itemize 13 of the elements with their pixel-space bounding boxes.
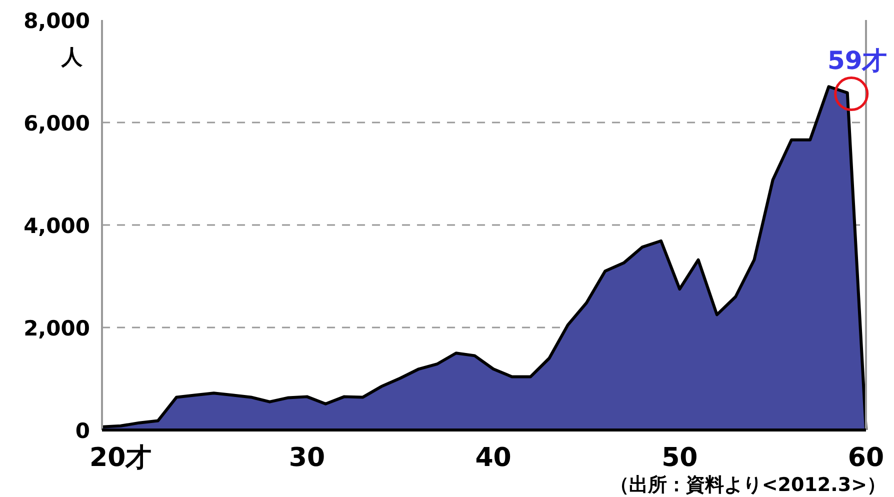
y-tick-label: 6,000 xyxy=(24,112,90,136)
text: （出所：資料より<2012.3>） xyxy=(610,474,886,496)
y-axis-title: 人 xyxy=(60,45,84,69)
annotation: 59才 xyxy=(827,46,888,75)
x-tick-label: 60 xyxy=(848,443,884,473)
y-tick-label: 4,000 xyxy=(24,214,90,238)
x-tick-label: 50 xyxy=(662,443,698,473)
y-tick-label: 0 xyxy=(75,419,90,443)
y-tick-label: 2,000 xyxy=(24,316,90,340)
y-tick-label: 8,000 xyxy=(24,9,90,33)
x-tick-label: 40 xyxy=(475,443,512,473)
x-tick-label: 30 xyxy=(288,443,326,473)
x-tick-label: 20才 xyxy=(90,443,152,473)
